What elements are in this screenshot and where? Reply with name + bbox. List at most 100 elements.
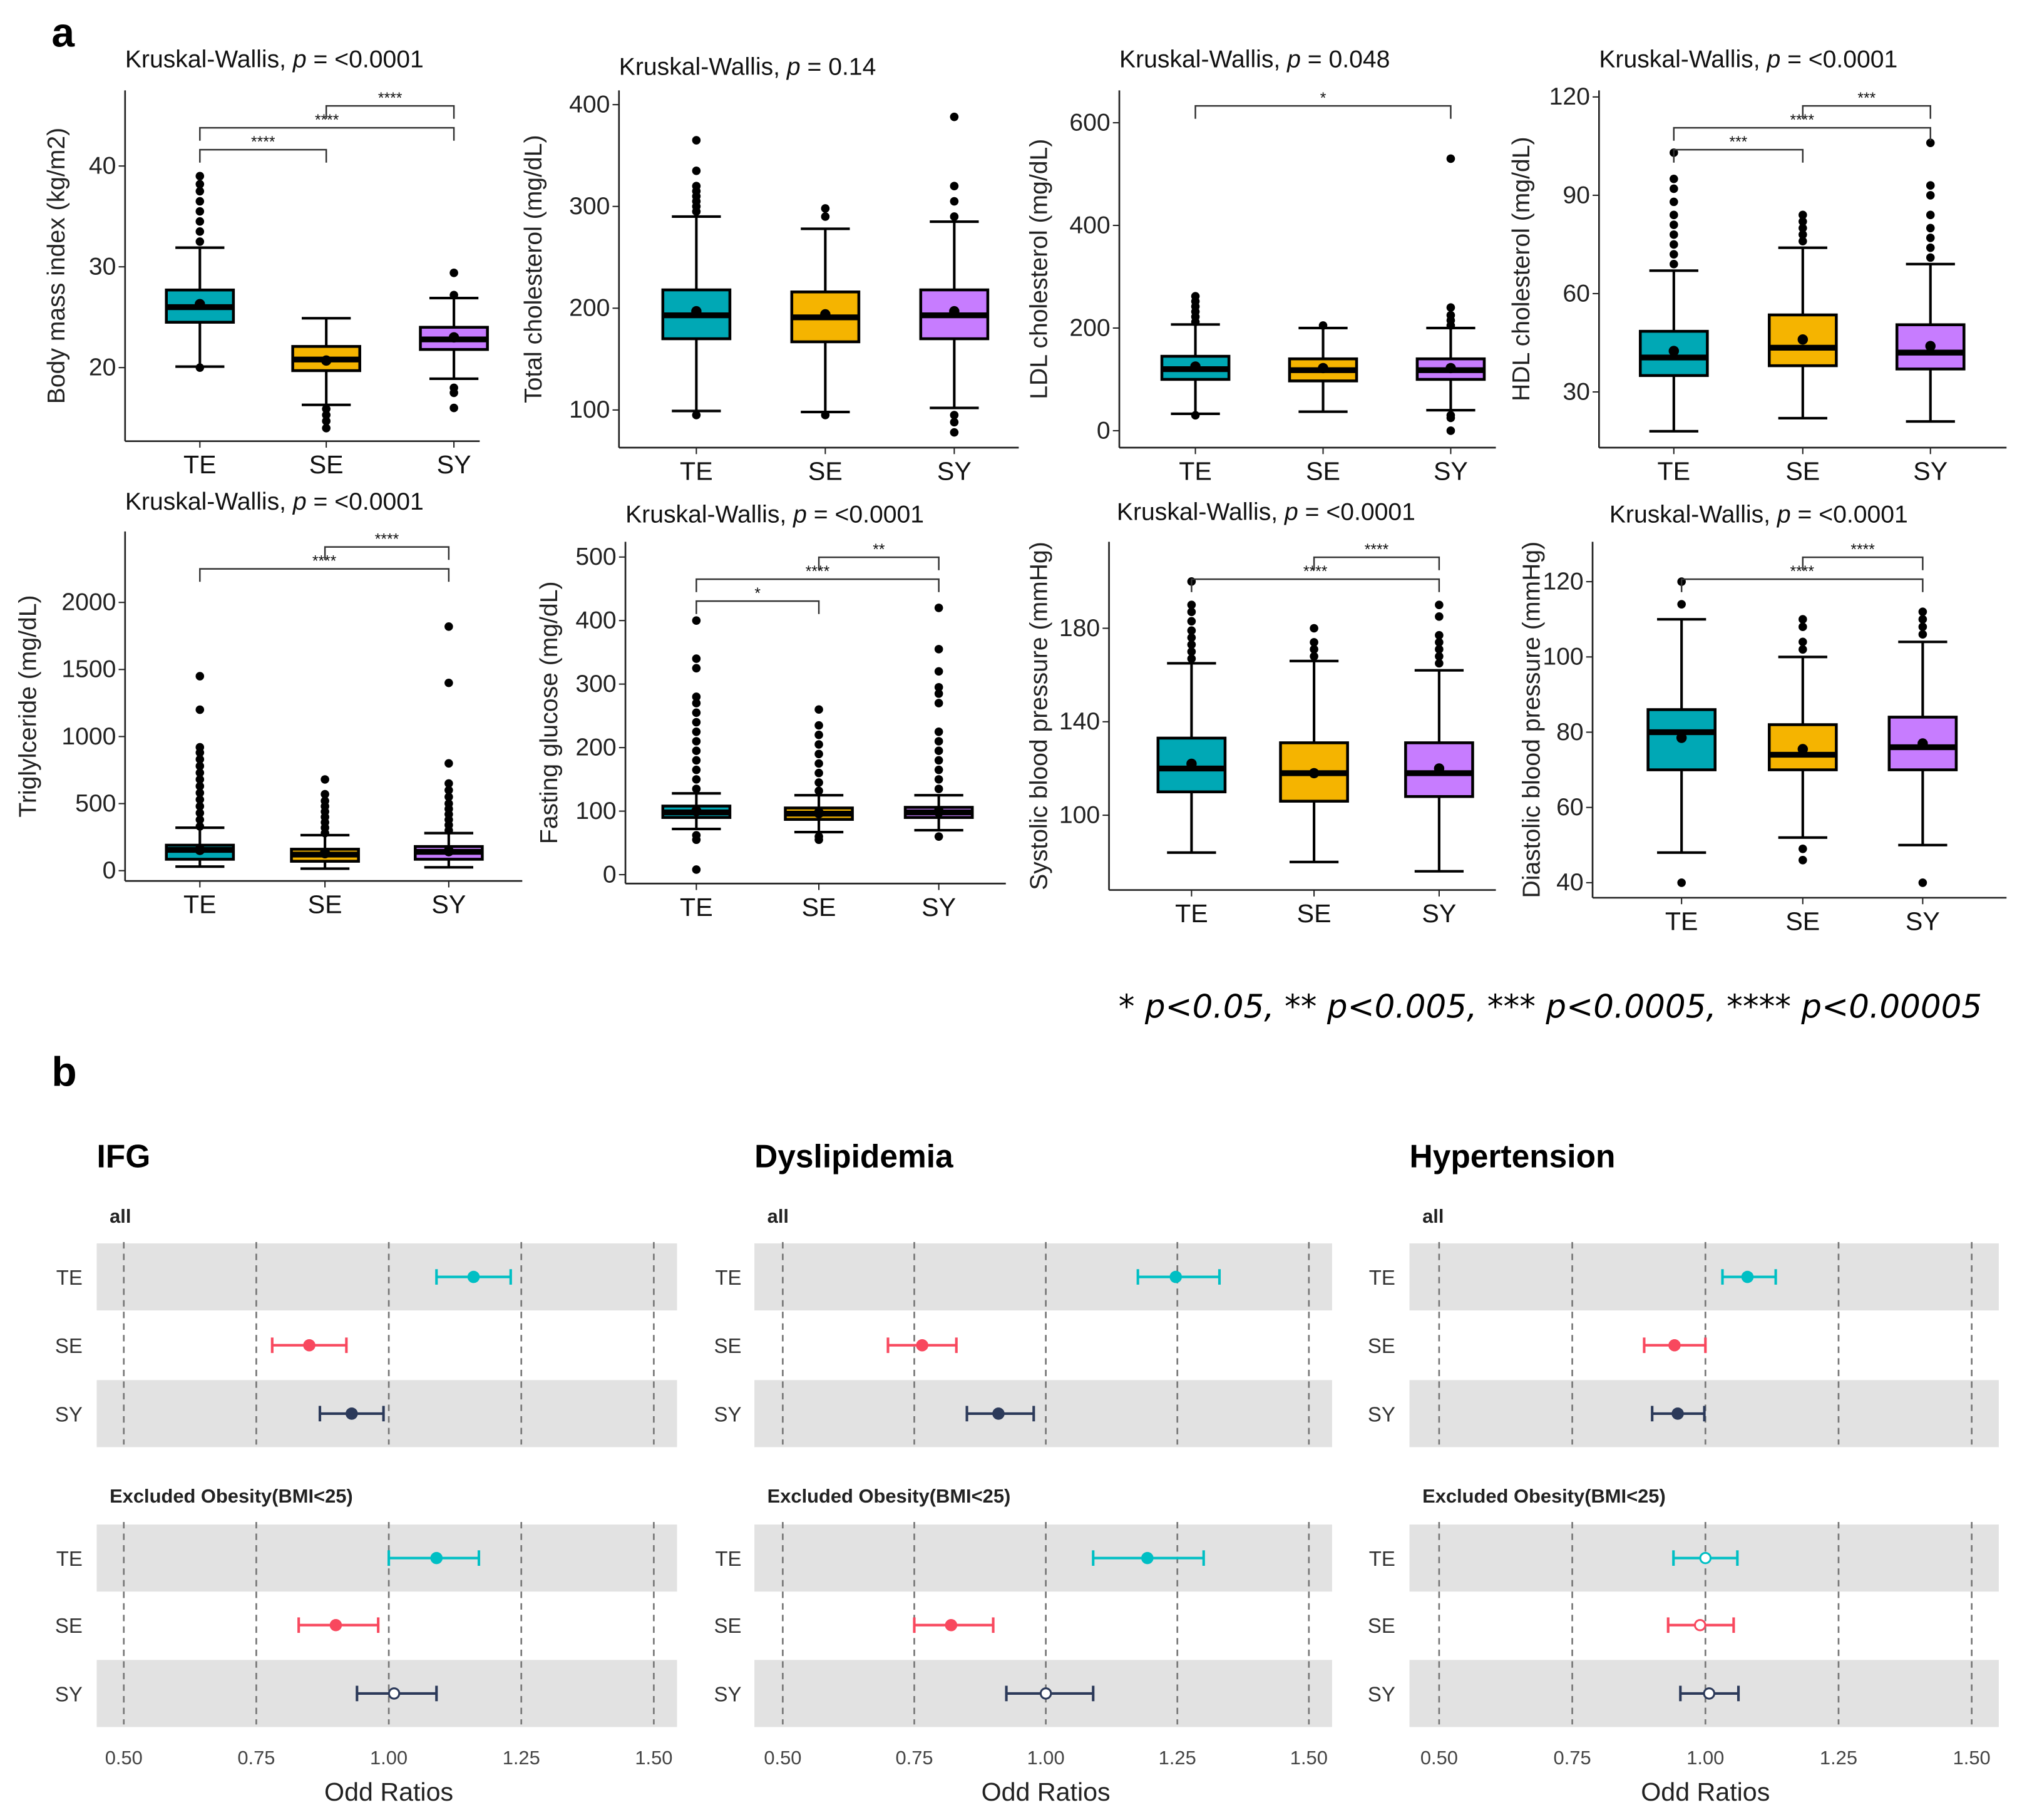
outlier-point [934, 784, 943, 793]
x-tick-label: TE [1665, 907, 1698, 935]
significance-bracket [1802, 105, 1931, 119]
y-tick-label: 400 [569, 91, 610, 118]
outlier-point [195, 187, 205, 196]
y-tick-label: 120 [1542, 568, 1583, 595]
x-tick-label: SY [1906, 907, 1940, 935]
y-tick-label: 90 [1563, 182, 1590, 208]
row-label: SE [55, 1334, 83, 1357]
x-tick-label: 1.00 [1686, 1747, 1724, 1769]
y-tick-label: 1000 [61, 723, 116, 750]
odds-ratio-point [1169, 1270, 1182, 1283]
outlier-point [1435, 645, 1444, 654]
significance-bracket [1191, 578, 1440, 592]
outlier-point [1446, 154, 1455, 163]
outlier-point [1799, 615, 1807, 624]
outlier-point [1799, 637, 1807, 647]
outlier-point [692, 708, 701, 717]
y-tick-label: 300 [575, 671, 616, 697]
outlier-point [321, 796, 329, 806]
outlier-point [814, 721, 823, 730]
y-axis-label: Total cholesterol (mg/dL) [520, 135, 547, 403]
outlier-point [934, 682, 943, 692]
outlier-point [195, 775, 205, 784]
mean-point [1186, 758, 1197, 769]
significance-bracket [324, 546, 450, 560]
group-label: Excluded Obesity(BMI<25) [767, 1485, 1011, 1507]
outlier-point [1918, 630, 1927, 639]
title-suffix: = <0.0001 [1791, 501, 1908, 528]
y-tick-label: 0 [1097, 417, 1111, 444]
outlier-point [814, 740, 823, 749]
mean-point [813, 808, 824, 818]
x-tick-label: SE [1785, 457, 1820, 486]
odds-ratio-point [916, 1339, 928, 1352]
row-label: SE [714, 1334, 742, 1357]
x-tick-label: SE [1297, 899, 1332, 928]
row-label: SY [1368, 1682, 1395, 1705]
outlier-point [1187, 607, 1196, 617]
outlier-point [1310, 645, 1318, 654]
odds-ratio-point [1699, 1551, 1712, 1565]
x-tick-label: SE [1306, 457, 1340, 486]
outlier-point [692, 699, 701, 707]
y-tick-label: 1500 [61, 656, 116, 683]
outlier-point [1670, 197, 1678, 207]
x-tick-label: SE [308, 890, 342, 919]
x-tick-label: TE [680, 893, 713, 922]
outlier-point [1435, 659, 1444, 668]
title-prefix: Kruskal-Wallis, [619, 54, 787, 81]
y-tick-label: 0 [603, 861, 617, 888]
outlier-point [1670, 240, 1678, 249]
row-label: SY [55, 1682, 83, 1705]
outlier-point [195, 795, 205, 804]
x-tick-label: TE [1657, 457, 1690, 486]
odds-ratio-point [1693, 1618, 1706, 1632]
significance-bracket [1313, 556, 1440, 570]
outlier-point [934, 737, 943, 746]
outlier-point [1926, 243, 1935, 252]
mean-point [1318, 362, 1328, 374]
outlier-point [195, 788, 205, 798]
outlier-point [934, 775, 943, 784]
outlier-point [322, 423, 331, 433]
significance-label: **** [1850, 542, 1875, 558]
y-tick-label: 140 [1059, 708, 1100, 735]
y-tick-label: 2000 [61, 589, 116, 616]
panel-label-b: b [51, 1049, 76, 1095]
outlier-point [195, 197, 205, 206]
outlier-point [692, 167, 701, 175]
mean-point [1797, 334, 1809, 345]
boxplot-panel: Kruskal-Wallis, p = <0.0001 100 140 180Syst… [1026, 498, 1496, 928]
title-prefix: Kruskal-Wallis, [125, 46, 293, 73]
outlier-point [1799, 217, 1807, 226]
outlier-point [195, 822, 205, 831]
y-tick-label: 200 [569, 295, 610, 322]
outlier-point [950, 418, 959, 427]
outlier-point [1435, 612, 1444, 621]
forest-title: Dyslipidemia [754, 1138, 953, 1174]
title-p: p [1777, 501, 1791, 528]
outlier-point [814, 731, 823, 739]
chart-title: Kruskal-Wallis, p = <0.0001 [625, 501, 924, 528]
outlier-point [1926, 138, 1935, 147]
outlier-point [934, 727, 943, 736]
forest-plot: Hypertension all TE SE SY Excluded Obesity(BM… [1368, 1138, 1999, 1806]
y-tick-label: 30 [89, 254, 116, 280]
mean-point [195, 845, 205, 855]
title-prefix: Kruskal-Wallis, [1599, 46, 1767, 73]
x-tick-label: 1.00 [1027, 1747, 1065, 1769]
outlier-point [1677, 878, 1686, 887]
x-tick-label: 0.75 [237, 1747, 275, 1769]
y-axis-label: HDL cholesterol (mg/dL) [1508, 136, 1535, 401]
outlier-point [950, 182, 959, 191]
x-tick-label: 1.50 [1953, 1747, 1991, 1769]
outlier-point [692, 717, 701, 727]
significance-bracket [1680, 578, 1924, 592]
outlier-point [950, 112, 959, 121]
x-tick-label: SY [937, 457, 972, 486]
forest-title: Hypertension [1410, 1138, 1616, 1174]
odds-ratio-point [467, 1270, 480, 1283]
outlier-point [814, 705, 823, 714]
mean-point [691, 806, 702, 816]
y-axis-label: Triglylceride (mg/dL) [15, 595, 42, 817]
